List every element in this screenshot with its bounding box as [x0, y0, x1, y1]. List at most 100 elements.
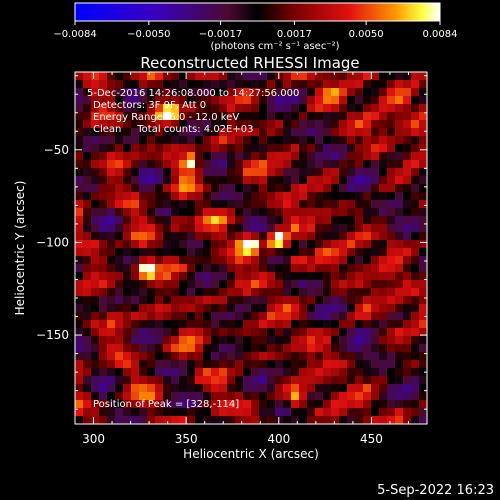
- heatmap-cell: [379, 96, 388, 105]
- heatmap-cell: [179, 176, 188, 185]
- heatmap-cell: [403, 112, 412, 121]
- heatmap-cell: [331, 384, 340, 393]
- heatmap-cell: [355, 184, 364, 193]
- heatmap-cell: [379, 368, 388, 377]
- heatmap-cell: [259, 264, 268, 273]
- heatmap-cell: [291, 384, 300, 393]
- heatmap-cell: [211, 216, 220, 225]
- heatmap-cell: [243, 368, 252, 377]
- heatmap-cell: [227, 232, 236, 241]
- heatmap-cell: [147, 200, 156, 209]
- heatmap-cell: [155, 272, 164, 281]
- heatmap-cell: [307, 400, 316, 409]
- heatmap-cell: [251, 120, 260, 129]
- heatmap-cell: [75, 280, 84, 289]
- heatmap-cell: [219, 104, 228, 113]
- heatmap-cell: [203, 88, 212, 97]
- heatmap-cell: [403, 136, 412, 145]
- heatmap-cell: [123, 168, 132, 177]
- heatmap-cell: [387, 336, 396, 345]
- heatmap-cell: [179, 72, 188, 81]
- heatmap-cell: [339, 240, 348, 249]
- heatmap-cell: [419, 384, 427, 393]
- heatmap-cell: [339, 280, 348, 289]
- heatmap-cell: [155, 128, 164, 137]
- heatmap-cell: [235, 360, 244, 369]
- heatmap-cell: [123, 88, 132, 97]
- heatmap-cell: [267, 320, 276, 329]
- heatmap-cell: [355, 80, 364, 89]
- heatmap-cell: [235, 352, 244, 361]
- heatmap-cell: [355, 112, 364, 121]
- heatmap-cell: [227, 88, 236, 97]
- heatmap-cell: [115, 72, 124, 81]
- heatmap-cell: [107, 296, 116, 305]
- heatmap-cell: [195, 328, 204, 337]
- heatmap-cell: [243, 184, 252, 193]
- heatmap-cell: [107, 392, 116, 401]
- heatmap-cell: [123, 320, 132, 329]
- heatmap-cell: [123, 152, 132, 161]
- heatmap-cell: [347, 408, 356, 417]
- heatmap-cell: [331, 112, 340, 121]
- heatmap-cell: [131, 208, 140, 217]
- heatmap-cell: [315, 416, 324, 424]
- heatmap-cell: [91, 216, 100, 225]
- heatmap-cell: [203, 288, 212, 297]
- heatmap-cell: [203, 384, 212, 393]
- heatmap-cell: [371, 320, 380, 329]
- heatmap-cell: [83, 216, 92, 225]
- heatmap-cell: [419, 272, 427, 281]
- heatmap-cell: [83, 296, 92, 305]
- heatmap-cell: [219, 224, 228, 233]
- heatmap-cell: [155, 384, 164, 393]
- heatmap-cell: [379, 216, 388, 225]
- heatmap-cell: [267, 344, 276, 353]
- heatmap-cell: [179, 216, 188, 225]
- heatmap-cell: [195, 408, 204, 417]
- heatmap-cell: [139, 376, 148, 385]
- heatmap-cell: [99, 104, 108, 113]
- heatmap-cell: [227, 104, 236, 113]
- heatmap-cell: [163, 160, 172, 169]
- heatmap-cell: [107, 184, 116, 193]
- heatmap-cell: [363, 384, 372, 393]
- heatmap-cell: [275, 232, 284, 241]
- heatmap-cell: [115, 248, 124, 257]
- heatmap-cell: [219, 304, 228, 313]
- heatmap-cell: [379, 360, 388, 369]
- heatmap-cell: [219, 176, 228, 185]
- heatmap-cell: [219, 184, 228, 193]
- heatmap-cell: [411, 168, 420, 177]
- heatmap-cell: [107, 136, 116, 145]
- heatmap-cell: [107, 336, 116, 345]
- heatmap-cell: [323, 408, 332, 417]
- heatmap-cell: [131, 152, 140, 161]
- heatmap-cell: [299, 200, 308, 209]
- heatmap-cell: [267, 400, 276, 409]
- heatmap-cell: [243, 96, 252, 105]
- heatmap-cell: [267, 336, 276, 345]
- heatmap-cell: [139, 88, 148, 97]
- heatmap-cell: [243, 256, 252, 265]
- heatmap-cell: [395, 104, 404, 113]
- heatmap-cell: [163, 280, 172, 289]
- heatmap-cell: [179, 224, 188, 233]
- heatmap-cell: [419, 352, 427, 361]
- heatmap-cell: [411, 96, 420, 105]
- heatmap-cell: [315, 128, 324, 137]
- heatmap-cell: [115, 392, 124, 401]
- heatmap-cell: [83, 128, 92, 137]
- heatmap-cell: [99, 392, 108, 401]
- heatmap-cell: [139, 280, 148, 289]
- heatmap-cell: [315, 280, 324, 289]
- heatmap-cell: [235, 272, 244, 281]
- heatmap-cell: [267, 256, 276, 265]
- heatmap-cell: [83, 104, 92, 113]
- heatmap-cell: [219, 200, 228, 209]
- heatmap-cell: [107, 224, 116, 233]
- heatmap-cell: [203, 184, 212, 193]
- heatmap-cell: [379, 256, 388, 265]
- heatmap-cell: [275, 248, 284, 257]
- heatmap-cell: [235, 176, 244, 185]
